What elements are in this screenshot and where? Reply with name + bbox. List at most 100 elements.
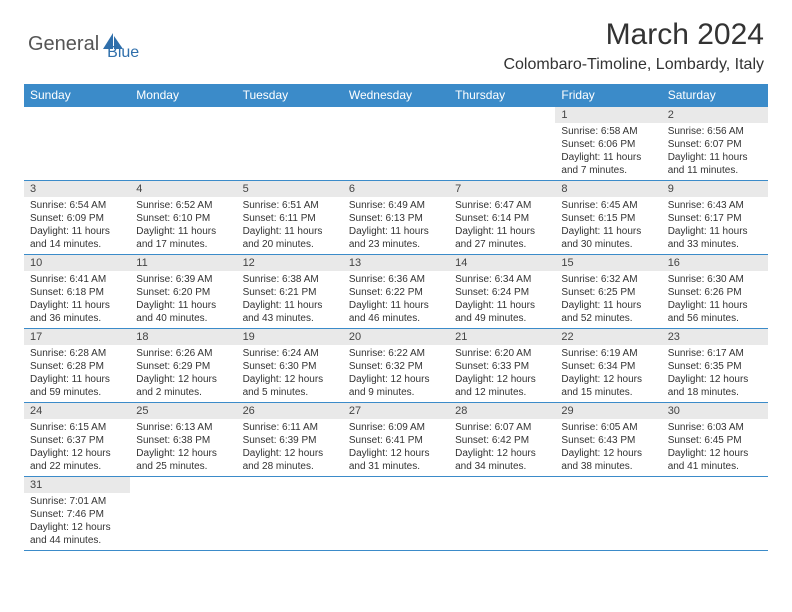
day-header: Thursday <box>449 84 555 107</box>
day-number: 24 <box>24 403 130 419</box>
sunrise-text: Sunrise: 6:49 AM <box>349 199 443 212</box>
day-number: 18 <box>130 329 236 345</box>
sunrise-text: Sunrise: 6:17 AM <box>668 347 762 360</box>
sunset-text: Sunset: 6:26 PM <box>668 286 762 299</box>
day-number: 20 <box>343 329 449 345</box>
day-number: 26 <box>237 403 343 419</box>
sunrise-text: Sunrise: 6:11 AM <box>243 421 337 434</box>
day-details <box>449 111 555 116</box>
day-details: Sunrise: 7:01 AMSunset: 7:46 PMDaylight:… <box>24 493 130 550</box>
daylight-text: Daylight: 11 hours and 7 minutes. <box>561 151 655 177</box>
day-number: 10 <box>24 255 130 271</box>
day-details: Sunrise: 6:19 AMSunset: 6:34 PMDaylight:… <box>555 345 661 402</box>
daylight-text: Daylight: 12 hours and 34 minutes. <box>455 447 549 473</box>
day-details: Sunrise: 6:58 AMSunset: 6:06 PMDaylight:… <box>555 123 661 180</box>
calendar-day-cell: 12Sunrise: 6:38 AMSunset: 6:21 PMDayligh… <box>237 255 343 329</box>
sunset-text: Sunset: 6:18 PM <box>30 286 124 299</box>
day-details: Sunrise: 6:09 AMSunset: 6:41 PMDaylight:… <box>343 419 449 476</box>
calendar-day-cell: 3Sunrise: 6:54 AMSunset: 6:09 PMDaylight… <box>24 181 130 255</box>
sunset-text: Sunset: 6:09 PM <box>30 212 124 225</box>
day-details <box>343 111 449 116</box>
calendar-day-cell: 4Sunrise: 6:52 AMSunset: 6:10 PMDaylight… <box>130 181 236 255</box>
day-number: 23 <box>662 329 768 345</box>
calendar-day-cell: 27Sunrise: 6:09 AMSunset: 6:41 PMDayligh… <box>343 403 449 477</box>
day-details: Sunrise: 6:05 AMSunset: 6:43 PMDaylight:… <box>555 419 661 476</box>
sunset-text: Sunset: 6:29 PM <box>136 360 230 373</box>
daylight-text: Daylight: 12 hours and 41 minutes. <box>668 447 762 473</box>
day-header: Friday <box>555 84 661 107</box>
daylight-text: Daylight: 11 hours and 52 minutes. <box>561 299 655 325</box>
sunrise-text: Sunrise: 6:20 AM <box>455 347 549 360</box>
daylight-text: Daylight: 12 hours and 44 minutes. <box>30 521 124 547</box>
day-header: Sunday <box>24 84 130 107</box>
day-header: Tuesday <box>237 84 343 107</box>
day-details: Sunrise: 6:45 AMSunset: 6:15 PMDaylight:… <box>555 197 661 254</box>
sunrise-text: Sunrise: 6:41 AM <box>30 273 124 286</box>
sunrise-text: Sunrise: 6:28 AM <box>30 347 124 360</box>
calendar-day-cell: 14Sunrise: 6:34 AMSunset: 6:24 PMDayligh… <box>449 255 555 329</box>
daylight-text: Daylight: 11 hours and 11 minutes. <box>668 151 762 177</box>
daylight-text: Daylight: 12 hours and 25 minutes. <box>136 447 230 473</box>
day-details: Sunrise: 6:39 AMSunset: 6:20 PMDaylight:… <box>130 271 236 328</box>
day-number: 9 <box>662 181 768 197</box>
sunset-text: Sunset: 6:32 PM <box>349 360 443 373</box>
calendar-week: 31Sunrise: 7:01 AMSunset: 7:46 PMDayligh… <box>24 477 768 551</box>
sunrise-text: Sunrise: 6:07 AM <box>455 421 549 434</box>
daylight-text: Daylight: 11 hours and 30 minutes. <box>561 225 655 251</box>
day-details: Sunrise: 6:22 AMSunset: 6:32 PMDaylight:… <box>343 345 449 402</box>
day-number: 8 <box>555 181 661 197</box>
day-details <box>237 111 343 116</box>
calendar-table: Sunday Monday Tuesday Wednesday Thursday… <box>24 84 768 551</box>
day-details: Sunrise: 6:56 AMSunset: 6:07 PMDaylight:… <box>662 123 768 180</box>
day-number: 7 <box>449 181 555 197</box>
calendar-day-cell: 22Sunrise: 6:19 AMSunset: 6:34 PMDayligh… <box>555 329 661 403</box>
day-details: Sunrise: 6:20 AMSunset: 6:33 PMDaylight:… <box>449 345 555 402</box>
daylight-text: Daylight: 12 hours and 28 minutes. <box>243 447 337 473</box>
sunset-text: Sunset: 6:33 PM <box>455 360 549 373</box>
day-number: 14 <box>449 255 555 271</box>
day-number: 12 <box>237 255 343 271</box>
day-details: Sunrise: 6:47 AMSunset: 6:14 PMDaylight:… <box>449 197 555 254</box>
day-header: Saturday <box>662 84 768 107</box>
calendar-day-cell <box>662 477 768 551</box>
logo: General Blue <box>28 26 139 62</box>
day-details: Sunrise: 6:38 AMSunset: 6:21 PMDaylight:… <box>237 271 343 328</box>
day-details: Sunrise: 6:36 AMSunset: 6:22 PMDaylight:… <box>343 271 449 328</box>
day-number: 3 <box>24 181 130 197</box>
calendar-day-cell: 9Sunrise: 6:43 AMSunset: 6:17 PMDaylight… <box>662 181 768 255</box>
daylight-text: Daylight: 11 hours and 23 minutes. <box>349 225 443 251</box>
day-header: Monday <box>130 84 236 107</box>
daylight-text: Daylight: 12 hours and 31 minutes. <box>349 447 443 473</box>
calendar-day-cell <box>24 107 130 181</box>
day-number: 6 <box>343 181 449 197</box>
sunset-text: Sunset: 6:37 PM <box>30 434 124 447</box>
day-number: 2 <box>662 107 768 123</box>
daylight-text: Daylight: 12 hours and 5 minutes. <box>243 373 337 399</box>
day-header-row: Sunday Monday Tuesday Wednesday Thursday… <box>24 84 768 107</box>
day-details: Sunrise: 6:13 AMSunset: 6:38 PMDaylight:… <box>130 419 236 476</box>
sunset-text: Sunset: 6:11 PM <box>243 212 337 225</box>
sunset-text: Sunset: 6:43 PM <box>561 434 655 447</box>
daylight-text: Daylight: 11 hours and 40 minutes. <box>136 299 230 325</box>
sunset-text: Sunset: 6:45 PM <box>668 434 762 447</box>
day-number: 15 <box>555 255 661 271</box>
calendar-day-cell: 28Sunrise: 6:07 AMSunset: 6:42 PMDayligh… <box>449 403 555 477</box>
day-details: Sunrise: 6:49 AMSunset: 6:13 PMDaylight:… <box>343 197 449 254</box>
calendar-week: 10 Sunrise: 6:41 AMSunset: 6:18 PM Dayligh… <box>24 255 768 329</box>
day-details: Sunrise: 6:30 AMSunset: 6:26 PMDaylight:… <box>662 271 768 328</box>
sunrise-text: Sunrise: 6:34 AM <box>455 273 549 286</box>
sunset-text: Sunset: 6:34 PM <box>561 360 655 373</box>
sunrise-text: Sunrise: 6:26 AM <box>136 347 230 360</box>
sunset-text: Sunset: 6:28 PM <box>30 360 124 373</box>
daylight-text: Daylight: 12 hours and 22 minutes. <box>30 447 124 473</box>
day-details: Sunrise: 6:24 AMSunset: 6:30 PMDaylight:… <box>237 345 343 402</box>
sunrise-text: Sunrise: 6:03 AM <box>668 421 762 434</box>
sunrise-text: Sunrise: 6:56 AM <box>668 125 762 138</box>
calendar-day-cell: 17Sunrise: 6:28 AMSunset: 6:28 PMDayligh… <box>24 329 130 403</box>
day-number: 17 <box>24 329 130 345</box>
day-details: Sunrise: 6:03 AMSunset: 6:45 PMDaylight:… <box>662 419 768 476</box>
day-number: 31 <box>24 477 130 493</box>
day-number: 16 <box>662 255 768 271</box>
day-details <box>130 111 236 116</box>
sunrise-text: Sunrise: 6:19 AM <box>561 347 655 360</box>
